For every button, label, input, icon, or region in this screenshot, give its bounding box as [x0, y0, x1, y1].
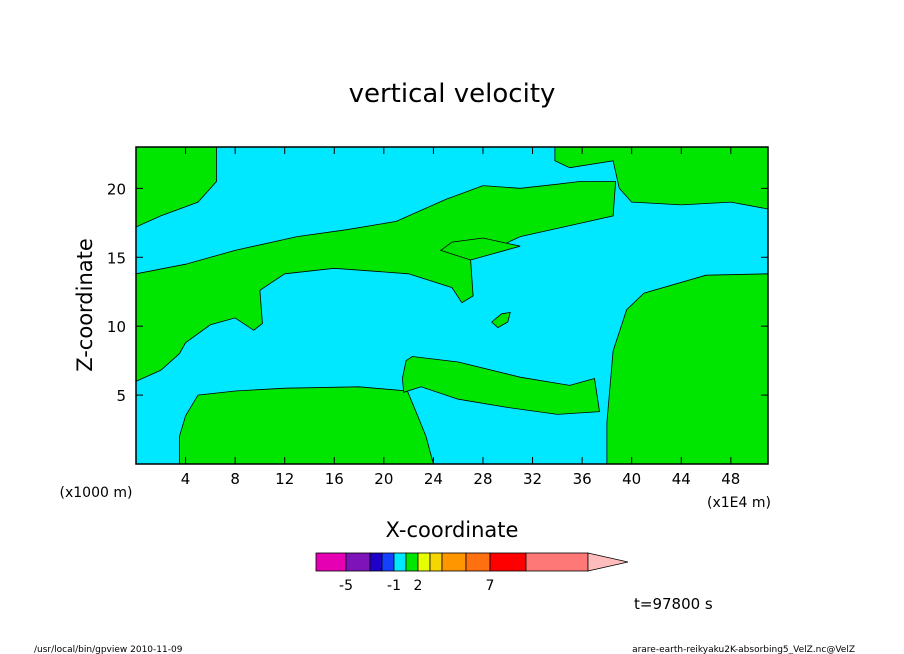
y-axis-label: Z-coordinate: [73, 238, 97, 372]
colorbar-tick-label: 2: [414, 578, 423, 594]
colorbar-segment: [489, 552, 527, 572]
colorbar-segment: [315, 552, 347, 572]
x-tick-label: 8: [230, 470, 240, 488]
contour-region-upper-left: [136, 147, 217, 228]
y-tick-label: 20: [107, 180, 126, 198]
x-axis-label: X-coordinate: [386, 518, 519, 542]
y-tick-label: 10: [107, 318, 126, 336]
colorbar-segment: [525, 552, 589, 572]
x-tick-label: 12: [275, 470, 294, 488]
contour-region-right-block: [606, 273, 768, 464]
contour-region-mid-blob: [491, 311, 511, 329]
colorbar-segment: [429, 552, 443, 572]
footer-right: arare-earth-reikyaku2K-absorbing5_VelZ.n…: [632, 645, 855, 654]
contour-region-bottom-left: [178, 386, 434, 464]
x-tick-label: 20: [374, 470, 393, 488]
colorbar-segment: [369, 552, 383, 572]
footer-left: /usr/local/bin/gpview 2010-11-09: [34, 645, 183, 654]
colorbar-arrow: [587, 552, 629, 572]
time-label: t=97800 s: [634, 595, 713, 613]
x-tick-label: 44: [672, 470, 691, 488]
colorbar-segment: [345, 552, 371, 572]
x-unit-left: (x1000 m): [60, 485, 133, 501]
x-tick-label: 16: [325, 470, 344, 488]
x-tick-label: 32: [523, 470, 542, 488]
y-axis-ticks: 5 10 15 20: [107, 180, 768, 405]
x-tick-label: 40: [622, 470, 641, 488]
colorbar-segment: [417, 552, 431, 572]
contour-region-diagonal-band: [136, 181, 617, 382]
x-tick-label: 24: [424, 470, 443, 488]
y-tick-label: 5: [116, 387, 126, 405]
chart-title: vertical velocity: [349, 79, 556, 109]
x-tick-label: 4: [181, 470, 191, 488]
y-tick-label: 15: [107, 249, 126, 267]
colorbar-tick-label: 7: [486, 578, 495, 594]
contour-region-middle-band: [401, 356, 600, 415]
x-tick-label: 48: [721, 470, 740, 488]
plot-frame: [135, 146, 769, 465]
colorbar-segment: [441, 552, 467, 572]
colorbar-segment: [393, 552, 407, 572]
colorbar: -5 -1 2 7: [315, 552, 629, 594]
x-unit-right: (x1E4 m): [707, 495, 771, 511]
contour-region-upper-right: [554, 147, 768, 210]
colorbar-tick-label: -5: [339, 578, 353, 594]
x-tick-label: 36: [573, 470, 592, 488]
contour-region-upper-blob: [439, 237, 521, 261]
colorbar-segment: [381, 552, 395, 572]
x-tick-label: 28: [473, 470, 492, 488]
colorbar-segment: [405, 552, 419, 572]
x-axis-ticks: 4 8 12 16 20 24 28 32 36 40 44 48: [181, 147, 740, 488]
colorbar-segment: [465, 552, 491, 572]
contour-regions: [136, 147, 768, 464]
colorbar-tick-label: -1: [387, 578, 401, 594]
